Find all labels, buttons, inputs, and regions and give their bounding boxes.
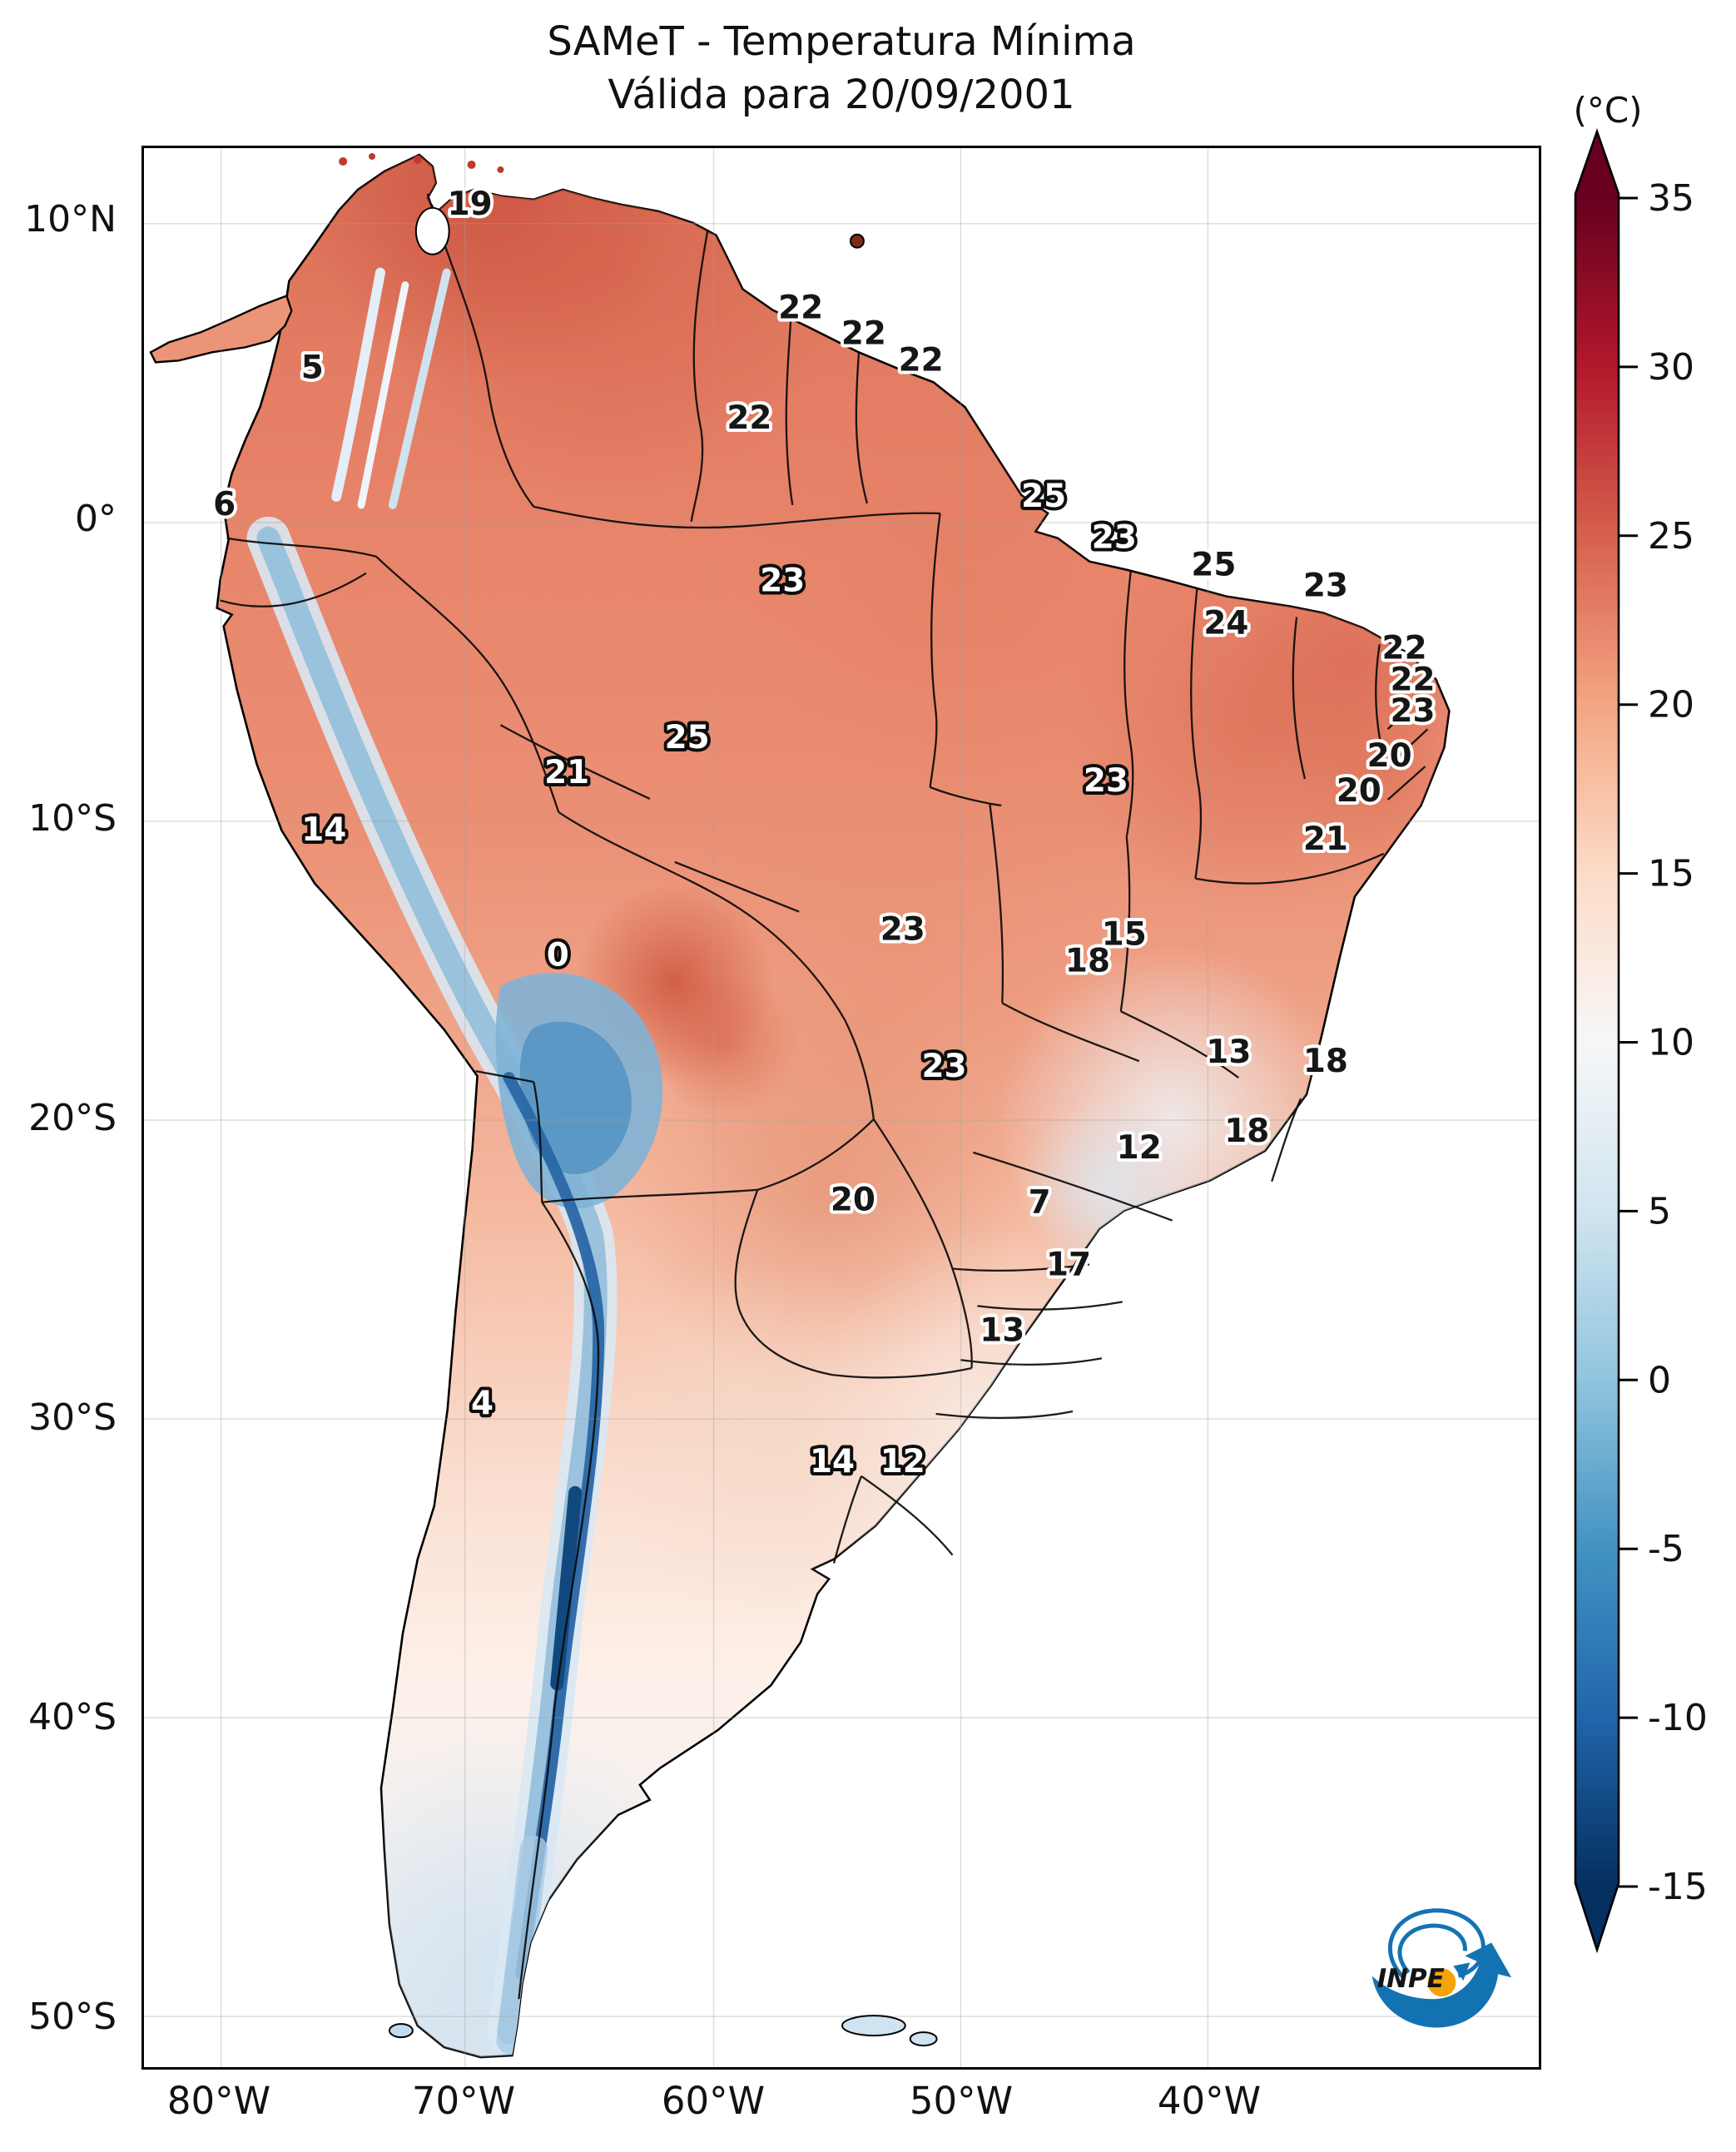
inpe-logo-ball xyxy=(1427,1968,1456,1997)
temp-label: 23 xyxy=(1303,568,1348,605)
temp-label: 22 xyxy=(1382,629,1427,667)
colorbar-tick-label: 5 xyxy=(1648,1190,1671,1232)
temp-label: 23 xyxy=(1084,762,1128,800)
y-tick-label: 30°S xyxy=(28,1396,117,1439)
temp-label: 17 xyxy=(1046,1246,1091,1283)
temp-label: 4 xyxy=(471,1385,494,1422)
colorbar-tick-label: -10 xyxy=(1648,1697,1708,1739)
colorbar-tick-label: -5 xyxy=(1648,1528,1684,1570)
temp-label: 21 xyxy=(1303,821,1348,858)
colorbar-tick-label: 15 xyxy=(1648,853,1694,895)
inpe-logo-arrow xyxy=(1371,1942,1512,2028)
temp-label: 20 xyxy=(1367,737,1412,775)
title-line-1: SAMeT - Temperatura Mínima xyxy=(547,18,1136,65)
colorbar-tick-label: 20 xyxy=(1648,684,1694,726)
x-tick-label: 50°W xyxy=(909,2079,1014,2123)
temp-label: 23 xyxy=(760,563,805,600)
temperature-label-layer: 1956222222222523252324222223202021232521… xyxy=(210,182,1438,1484)
temp-label: 22 xyxy=(778,289,823,326)
y-tick-label: 50°S xyxy=(28,1996,117,2038)
temp-label: 20 xyxy=(1337,772,1381,810)
temp-label: 22 xyxy=(841,315,886,352)
y-tick-label: 40°S xyxy=(28,1696,117,1738)
temp-label: 18 xyxy=(1065,942,1110,979)
temp-label: 18 xyxy=(1224,1113,1269,1150)
temp-label: 22 xyxy=(899,341,944,379)
temp-label: 23 xyxy=(1092,519,1137,557)
panama-strip xyxy=(149,294,293,364)
temp-label: 7 xyxy=(1029,1184,1051,1222)
temp-label: 20 xyxy=(831,1182,875,1219)
title-line-2: Válida para 20/09/2001 xyxy=(608,72,1075,118)
x-tick-label: 60°W xyxy=(661,2079,766,2123)
graticule xyxy=(144,148,1539,2067)
temp-label: 19 xyxy=(448,186,493,223)
temp-label: 6 xyxy=(213,486,236,523)
temp-label: 23 xyxy=(880,911,925,949)
colorbar-unit-label: (°C) xyxy=(1573,90,1642,131)
map-axes: 19 5 6 22 22 22 22 25 23 25 23 24 22 22 23 20 20 21 23 25 21… xyxy=(141,146,1541,2070)
temp-label: 14 xyxy=(810,1443,855,1480)
colorbar-tick-label: 35 xyxy=(1648,177,1694,220)
temp-label: 13 xyxy=(980,1312,1024,1349)
inpe-logo-text: INPE xyxy=(1377,1964,1445,1994)
temp-label: 25 xyxy=(665,719,710,756)
y-tick-label: 20°S xyxy=(28,1097,117,1139)
y-tick-label: 0° xyxy=(75,498,117,540)
lake-maracaibo xyxy=(414,206,450,255)
colorbar-gradient-bar xyxy=(1574,128,1620,1954)
x-tick-label: 40°W xyxy=(1157,2079,1262,2123)
temp-label: 22 xyxy=(1391,661,1436,698)
temp-label: 18 xyxy=(1303,1043,1348,1080)
y-tick-label: 10°N xyxy=(24,198,117,240)
islands-and-lakes xyxy=(339,152,938,2047)
temp-label: 5 xyxy=(301,349,324,386)
inpe-logo: INPE xyxy=(1371,1908,1512,2028)
temp-label: 12 xyxy=(880,1443,925,1480)
temp-label: 24 xyxy=(1203,604,1248,642)
temp-label: 25 xyxy=(1191,547,1236,584)
temp-label: 14 xyxy=(301,811,346,849)
y-tick-label: 10°S xyxy=(28,797,117,840)
temp-label: 13 xyxy=(1206,1034,1251,1071)
temp-label: 25 xyxy=(1021,478,1066,515)
colorbar-ticks: 35 30 25 20 15 10 5 0 -5 -10 -15 xyxy=(1619,177,1708,1908)
colorbar-tick-label: 25 xyxy=(1648,515,1694,558)
figure-title: SAMeT - Temperatura Mínima Válida para 2… xyxy=(547,15,1135,121)
x-tick-label: 70°W xyxy=(411,2079,516,2123)
temp-label: 12 xyxy=(1117,1129,1162,1167)
temp-label: 23 xyxy=(922,1048,967,1085)
temp-label: 0 xyxy=(547,936,569,974)
colorbar-tick-label: 0 xyxy=(1648,1359,1671,1401)
political-borders xyxy=(220,193,1429,2000)
trinidad-island xyxy=(849,233,865,249)
colorbar-tick-label: -15 xyxy=(1648,1866,1708,1908)
x-tick-label: 80°W xyxy=(166,2079,271,2123)
colorbar: (°C) 35 30 25 20 15 10 5 0 -5 -10 -15 xyxy=(1573,90,1708,1954)
inpe-logo-swirl xyxy=(1387,1908,1486,1980)
colorbar-tick-label: 10 xyxy=(1648,1022,1694,1064)
temp-label: 21 xyxy=(544,754,589,791)
temp-label: 23 xyxy=(1391,692,1436,730)
temp-label: 22 xyxy=(727,399,771,437)
colorbar-tick-label: 30 xyxy=(1648,346,1694,389)
southern-island xyxy=(841,2015,906,2037)
temp-label: 15 xyxy=(1102,915,1147,953)
south-america-temperature-map: 1956222222222523252324222223202021232521… xyxy=(144,148,1539,2067)
